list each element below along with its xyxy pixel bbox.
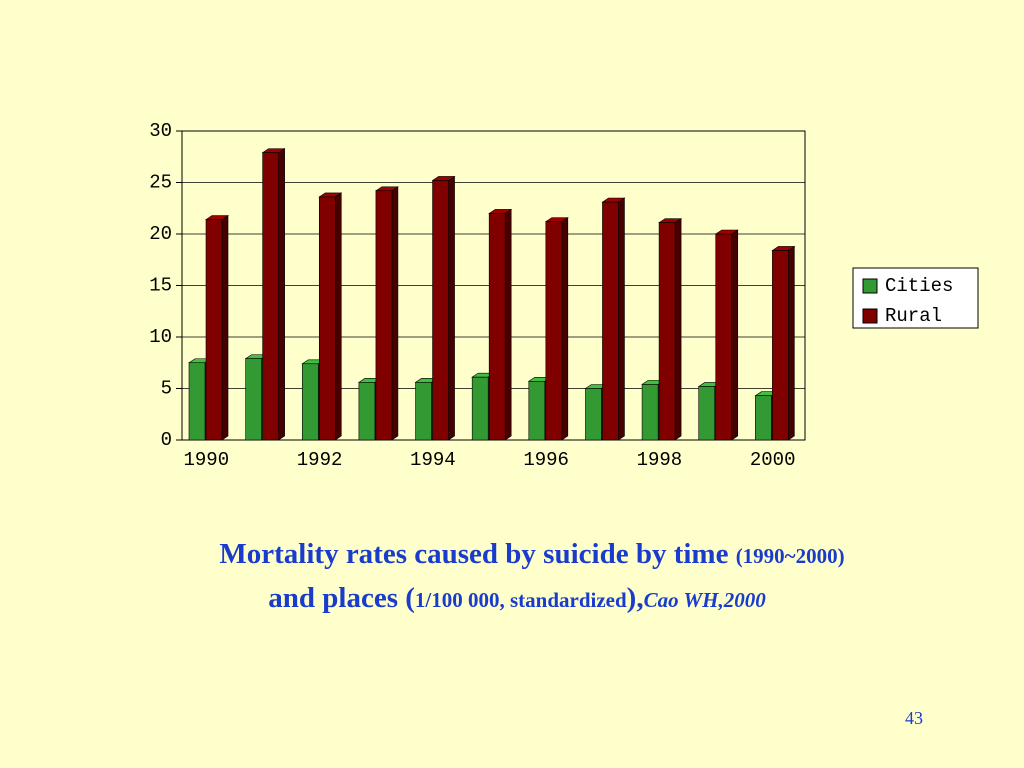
bar bbox=[585, 388, 602, 441]
bar bbox=[488, 213, 506, 441]
y-tick-label: 0 bbox=[161, 429, 172, 451]
legend-label: Cities bbox=[885, 275, 953, 297]
page-number: 43 bbox=[905, 708, 923, 728]
bar bbox=[245, 358, 262, 441]
x-tick-label: 1992 bbox=[297, 449, 343, 471]
bar bbox=[205, 219, 223, 441]
y-tick-label: 30 bbox=[149, 120, 172, 142]
legend-swatch bbox=[862, 278, 878, 294]
bar-side bbox=[674, 218, 682, 441]
caption-text: and places ( bbox=[268, 582, 415, 614]
bar-side bbox=[221, 215, 229, 441]
bar-side bbox=[561, 217, 569, 441]
bar-side bbox=[504, 208, 512, 441]
bar bbox=[755, 395, 772, 441]
caption-text: ), bbox=[626, 582, 644, 614]
legend-label: Rural bbox=[885, 305, 942, 327]
bar bbox=[301, 363, 319, 441]
bar-side bbox=[391, 186, 399, 441]
bar bbox=[715, 233, 733, 441]
bar bbox=[188, 362, 206, 441]
y-tick-label: 15 bbox=[149, 275, 172, 297]
y-tick-label: 20 bbox=[149, 223, 172, 245]
bar bbox=[641, 384, 659, 441]
bar bbox=[471, 376, 489, 441]
bar bbox=[358, 382, 376, 441]
x-tick-label: 1996 bbox=[523, 449, 569, 471]
bar-side bbox=[618, 197, 625, 441]
bar bbox=[772, 250, 789, 441]
bar bbox=[318, 196, 336, 441]
x-tick-label: 1990 bbox=[184, 449, 230, 471]
caption-text: (1990~2000) bbox=[735, 544, 845, 568]
y-tick-label: 10 bbox=[149, 326, 172, 348]
bar-side bbox=[731, 229, 739, 441]
caption-line: and places (1/100 000, standardized),Cao… bbox=[0, 582, 1024, 615]
bar-side bbox=[334, 192, 342, 441]
bar bbox=[262, 152, 279, 441]
bar bbox=[658, 222, 676, 441]
caption-text: Cao WH,2000 bbox=[643, 588, 766, 612]
bar-side bbox=[788, 245, 795, 441]
y-tick-label: 25 bbox=[149, 172, 172, 194]
bar bbox=[698, 386, 716, 441]
caption-text: 1/100 000, standardized bbox=[414, 588, 627, 612]
bar-side bbox=[448, 175, 455, 441]
bar-side bbox=[278, 148, 285, 441]
bar bbox=[545, 221, 563, 441]
bar bbox=[432, 180, 449, 441]
x-tick-label: 1998 bbox=[637, 449, 683, 471]
bar bbox=[602, 201, 619, 441]
caption-line: Mortality rates caused by suicide by tim… bbox=[0, 538, 1024, 571]
bar bbox=[528, 380, 546, 441]
caption-text: Mortality rates caused by suicide by tim… bbox=[219, 538, 729, 570]
legend-swatch bbox=[862, 308, 878, 324]
y-tick-label: 5 bbox=[161, 378, 172, 400]
bar bbox=[375, 190, 393, 441]
x-tick-label: 2000 bbox=[750, 449, 796, 471]
x-tick-label: 1994 bbox=[410, 449, 456, 471]
bar bbox=[415, 382, 432, 441]
